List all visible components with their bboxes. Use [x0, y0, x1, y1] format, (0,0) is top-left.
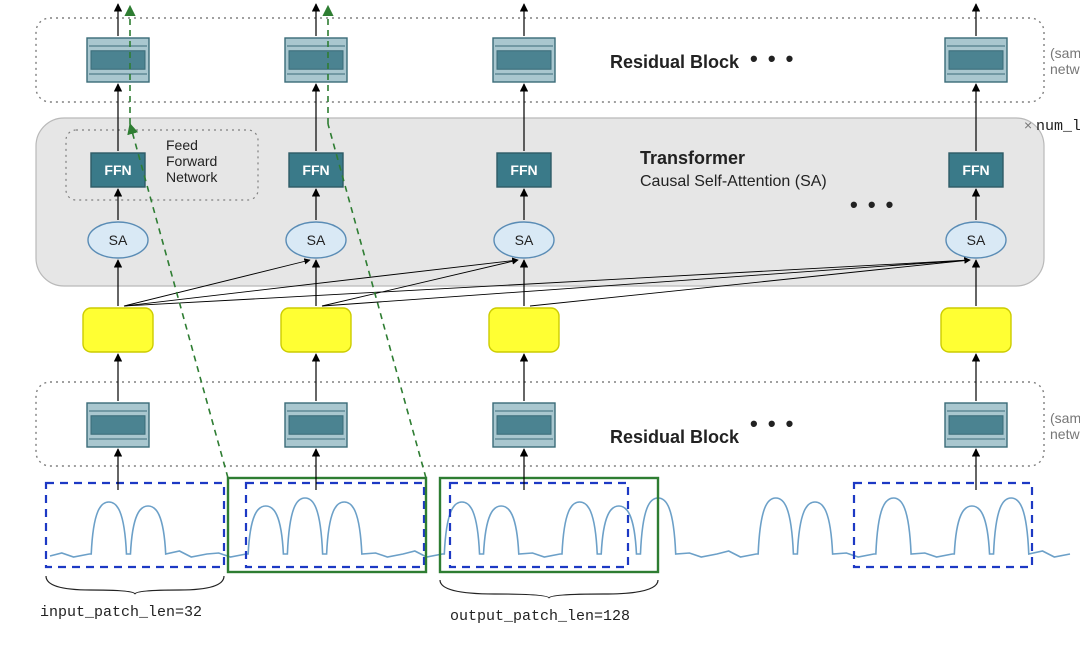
ffn-expansion-label: Network	[166, 169, 218, 185]
sa-label: SA	[967, 232, 986, 248]
ellipsis: • • •	[850, 192, 895, 217]
sa-label: SA	[109, 232, 128, 248]
output-patch-label: output_patch_len=128	[450, 608, 630, 625]
ellipsis: • • •	[750, 46, 795, 71]
sa-node: SA	[946, 222, 1006, 258]
sa-label: SA	[515, 232, 534, 248]
bottom-residual-block	[87, 403, 149, 447]
signal-waveform	[50, 498, 1070, 557]
top-residual-block	[285, 38, 347, 82]
output-patch-box	[440, 478, 658, 572]
bottom-residual-block	[493, 403, 555, 447]
ffn-expansion-label: Feed	[166, 137, 198, 153]
ffn-box: FFN	[497, 153, 551, 187]
transformer-subtitle: Causal Self-Attention (SA)	[640, 173, 827, 190]
ffn-box: FFN	[91, 153, 145, 187]
brace	[46, 576, 224, 594]
brace	[440, 580, 658, 598]
bottom-residual-block	[285, 403, 347, 447]
transformer-title: Transformer	[640, 148, 745, 168]
ellipsis: • • •	[750, 411, 795, 436]
ffn-expansion-label: Forward	[166, 153, 217, 169]
ffn-label: FFN	[510, 162, 537, 178]
sa-label: SA	[307, 232, 326, 248]
same-network-label-bottom: network)	[1050, 426, 1080, 442]
ffn-box: FFN	[949, 153, 1003, 187]
residual-block-label-bottom: Residual Block	[610, 427, 740, 447]
input-patch-box	[46, 483, 224, 567]
top-residual-block	[493, 38, 555, 82]
same-network-label-top: network)	[1050, 61, 1080, 77]
same-network-label-top: (same	[1050, 45, 1080, 61]
bottom-residual-block	[945, 403, 1007, 447]
input-patch-box	[854, 483, 1032, 567]
sa-node: SA	[286, 222, 346, 258]
top-residual-block	[945, 38, 1007, 82]
same-network-label-bottom: (same	[1050, 410, 1080, 426]
ffn-label: FFN	[962, 162, 989, 178]
input-patch-label: input_patch_len=32	[40, 604, 202, 621]
ffn-label: FFN	[104, 162, 131, 178]
ffn-label: FFN	[302, 162, 329, 178]
residual-block-label-top: Residual Block	[610, 52, 740, 72]
num-layers-label: num_layers	[1036, 118, 1080, 135]
top-residual-block	[87, 38, 149, 82]
sa-node: SA	[88, 222, 148, 258]
output-patch-box	[228, 478, 426, 572]
sa-node: SA	[494, 222, 554, 258]
ffn-box: FFN	[289, 153, 343, 187]
times-symbol: ×	[1024, 117, 1032, 133]
